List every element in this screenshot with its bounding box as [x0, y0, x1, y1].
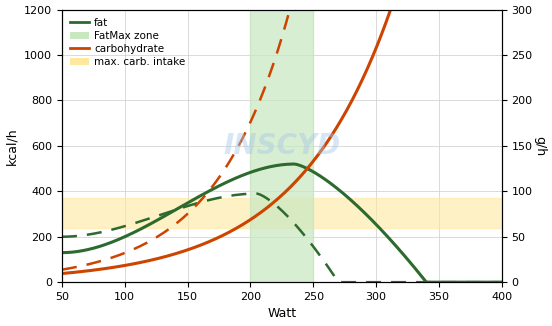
Bar — [62, 198, 502, 228]
Text: INSCYD: INSCYD — [223, 132, 341, 160]
Bar — [251, 9, 313, 282]
Y-axis label: kcal/h: kcal/h — [6, 127, 19, 165]
Y-axis label: g/h: g/h — [533, 136, 546, 156]
X-axis label: Watt: Watt — [267, 307, 296, 320]
Legend: fat, FatMax zone, carbohydrate, max. carb. intake: fat, FatMax zone, carbohydrate, max. car… — [67, 15, 189, 70]
